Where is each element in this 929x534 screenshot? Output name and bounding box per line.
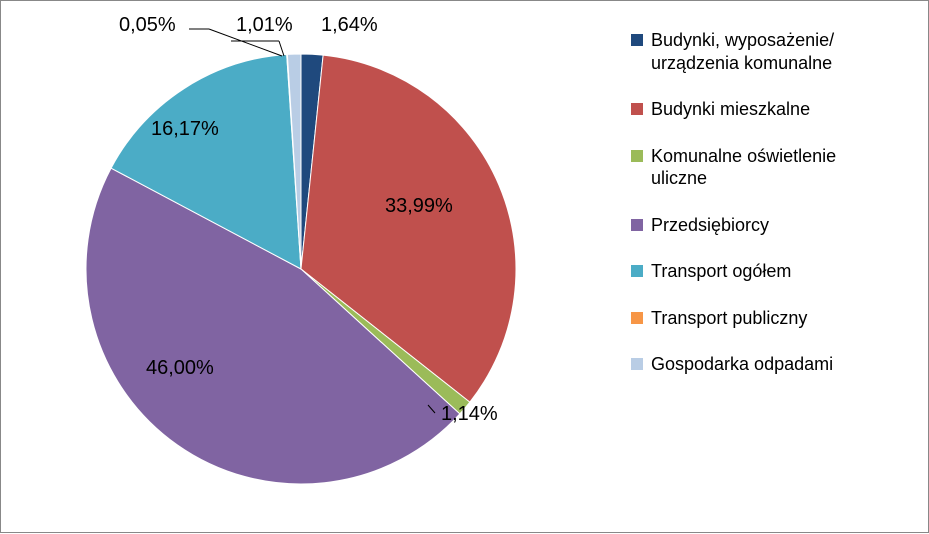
legend-label: Budynki, wyposażenie/urządzenia komunaln…	[651, 29, 834, 74]
legend-item-budynki_mieszk: Budynki mieszkalne	[631, 98, 911, 121]
legend-swatch	[631, 219, 643, 231]
legend-item-przedsiebiorcy: Przedsiębiorcy	[631, 214, 911, 237]
legend-item-gospodarka_odpadami: Gospodarka odpadami	[631, 353, 911, 376]
chart-frame: 1,64% 33,99% 1,14% 46,00% 16,17% 0,05% 1,01% B…	[0, 0, 929, 533]
pct-label-transport_publiczny: 0,05%	[119, 14, 176, 37]
legend-label: Transport publiczny	[651, 307, 807, 330]
legend-swatch	[631, 34, 643, 46]
legend-label: Przedsiębiorcy	[651, 214, 769, 237]
pct-label-przedsiebiorcy: 46,00%	[146, 357, 214, 380]
legend-item-oswietlenie: Komunalne oświetlenieuliczne	[631, 145, 911, 190]
legend-item-transport_ogolem: Transport ogółem	[631, 260, 911, 283]
legend-swatch	[631, 312, 643, 324]
pct-label-budynki_wyp: 1,64%	[321, 14, 378, 37]
pct-label-transport_ogolem: 16,17%	[151, 118, 219, 141]
pie-chart-area: 1,64% 33,99% 1,14% 46,00% 16,17% 0,05% 1,01%	[1, 1, 601, 534]
legend-label: Budynki mieszkalne	[651, 98, 810, 121]
legend-swatch	[631, 358, 643, 370]
legend-item-budynki_wyp: Budynki, wyposażenie/urządzenia komunaln…	[631, 29, 911, 74]
pct-label-oswietlenie: 1,14%	[441, 403, 498, 426]
legend-swatch	[631, 265, 643, 277]
legend-swatch	[631, 103, 643, 115]
legend-label: Transport ogółem	[651, 260, 791, 283]
legend-item-transport_publiczny: Transport publiczny	[631, 307, 911, 330]
pct-label-gospodarka_odpadami: 1,01%	[236, 14, 293, 37]
legend-swatch	[631, 150, 643, 162]
pct-label-budynki_mieszk: 33,99%	[385, 195, 453, 218]
legend-label: Komunalne oświetlenieuliczne	[651, 145, 836, 190]
legend-label: Gospodarka odpadami	[651, 353, 833, 376]
legend: Budynki, wyposażenie/urządzenia komunaln…	[631, 29, 911, 400]
